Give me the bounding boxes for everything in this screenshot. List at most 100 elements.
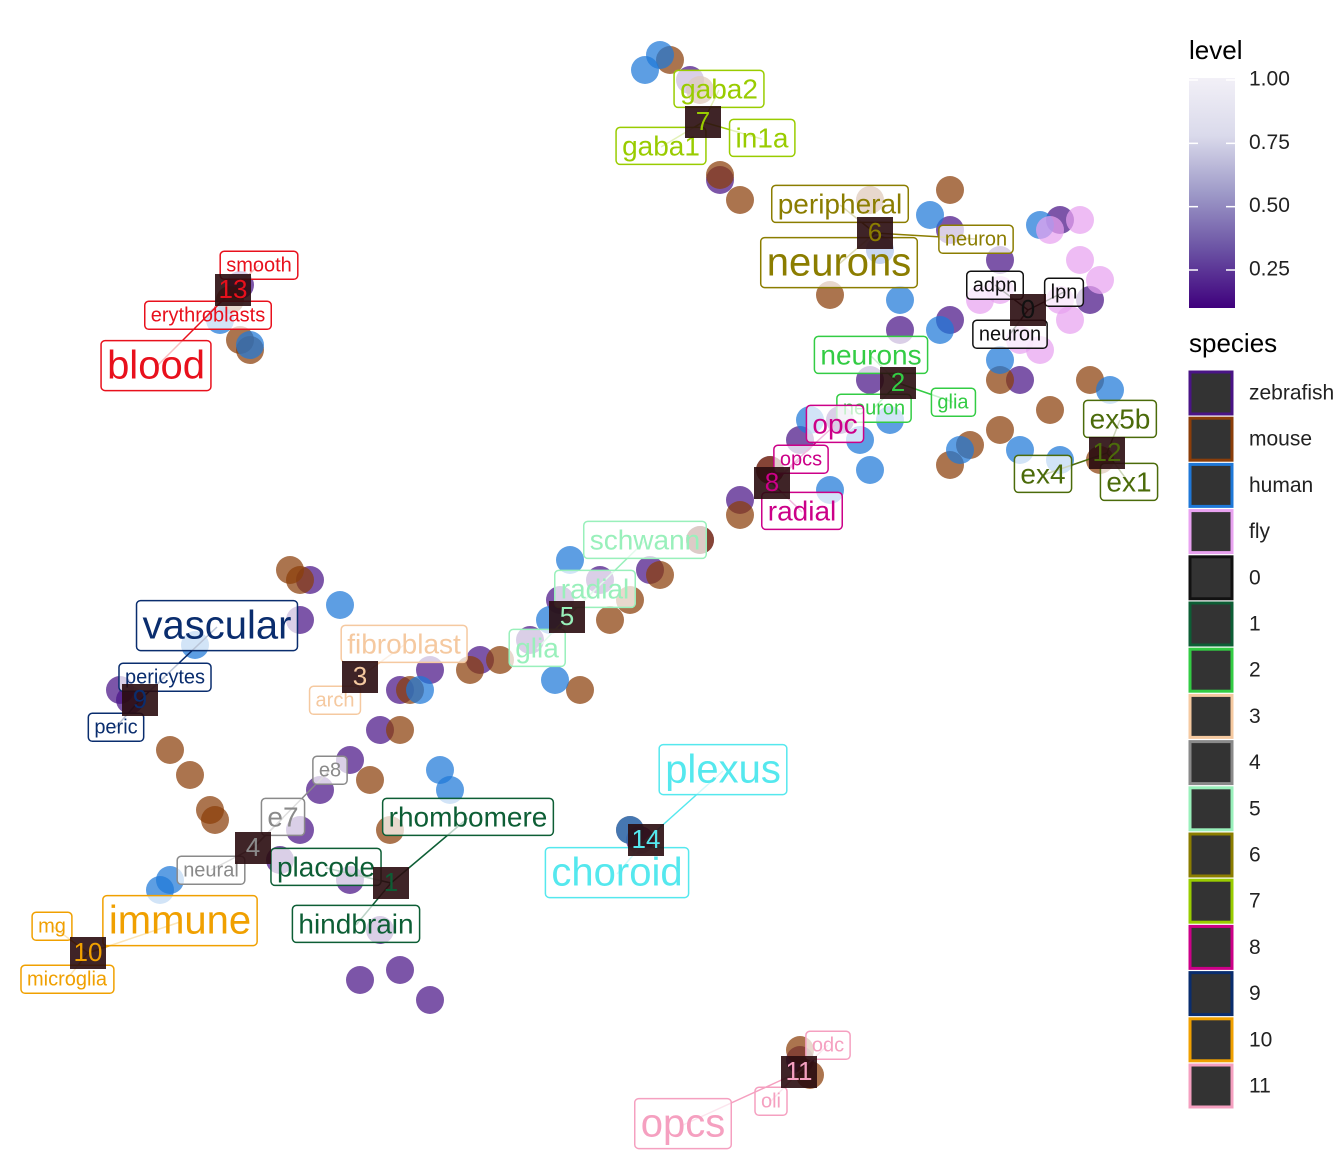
label-text: neurons <box>820 339 921 370</box>
label-text: hindbrain <box>298 908 413 939</box>
point <box>946 436 974 464</box>
cluster-number: 6 <box>868 217 882 247</box>
cluster-marker <box>781 1056 817 1088</box>
label-box <box>291 904 421 944</box>
label-text: lpn <box>1051 281 1078 303</box>
label-box <box>340 624 468 664</box>
label-box <box>508 628 566 668</box>
label-box <box>312 755 348 786</box>
point <box>236 331 264 359</box>
label-text: placode <box>277 851 375 882</box>
legend-label: fly <box>1249 520 1271 543</box>
label-box <box>938 224 1014 255</box>
label-text: immune <box>109 899 251 943</box>
legend-label: 5 <box>1249 797 1261 820</box>
point <box>201 806 229 834</box>
legend-label: 0 <box>1249 566 1261 589</box>
legend-key <box>1188 740 1234 786</box>
legend-label: 2 <box>1249 659 1261 682</box>
label-text: e7 <box>267 801 298 832</box>
label-text: opcs <box>780 448 822 470</box>
cluster-number: 12 <box>1093 437 1122 467</box>
legend-key <box>1188 971 1234 1017</box>
point <box>936 176 964 204</box>
point <box>386 956 414 984</box>
cluster-marker <box>549 601 585 633</box>
cluster-label: peripheral <box>770 184 910 224</box>
label-text: plexus <box>665 748 781 792</box>
point <box>631 56 659 84</box>
label-text: gaba2 <box>680 73 758 104</box>
label-text: neuron <box>945 228 1007 250</box>
cluster-label: e7 <box>260 797 306 837</box>
cluster-marker <box>215 274 251 306</box>
point <box>596 606 624 634</box>
cluster-label: odc <box>805 1030 851 1061</box>
point <box>986 346 1014 374</box>
label-box <box>930 387 977 418</box>
legend-label: human <box>1249 474 1313 497</box>
legend-label: 8 <box>1249 936 1261 959</box>
cluster-label: neural <box>176 855 246 886</box>
label-box <box>176 855 246 886</box>
cluster-label: gaba2 <box>673 69 765 109</box>
cluster-marker <box>857 217 893 249</box>
label-box <box>87 712 145 743</box>
legend-label: 11 <box>1249 1075 1271 1098</box>
cluster-label: ex4 <box>1013 454 1073 494</box>
point <box>1036 216 1064 244</box>
colorbar-tick-label: 0.50 <box>1249 194 1290 217</box>
cluster-label: rhombomere <box>381 797 555 837</box>
point <box>406 676 434 704</box>
cluster-label: hindbrain <box>291 904 421 944</box>
point <box>541 666 569 694</box>
legend-key <box>1188 786 1234 832</box>
legend-label: 3 <box>1249 705 1261 728</box>
label-box <box>1043 277 1085 308</box>
point <box>346 966 374 994</box>
label-box <box>634 1097 732 1150</box>
cluster-number: 3 <box>353 661 367 691</box>
legend-key <box>1188 1063 1234 1109</box>
point <box>386 716 414 744</box>
point <box>356 766 384 794</box>
cluster-label: placode <box>270 847 382 887</box>
legend-label: zebrafish <box>1249 382 1334 405</box>
cluster-marker <box>122 684 158 716</box>
point <box>366 716 394 744</box>
label-text: ex4 <box>1020 458 1065 489</box>
label-text: microglia <box>27 968 108 990</box>
cluster-label: glia <box>930 387 977 418</box>
cluster-label: arch <box>308 685 362 716</box>
cluster-label: smooth <box>219 250 299 281</box>
point <box>486 646 514 674</box>
label-box <box>728 118 796 158</box>
label-text: arch <box>316 689 355 711</box>
legend-key <box>1188 832 1234 878</box>
point <box>916 201 944 229</box>
label-text: ex1 <box>1106 466 1151 497</box>
label-box <box>770 184 910 224</box>
label-text: schwann <box>590 524 701 555</box>
label-text: blood <box>107 344 205 388</box>
point <box>276 556 304 584</box>
colorbar-tick-label: 1.00 <box>1249 68 1290 91</box>
legend-key <box>1188 693 1234 739</box>
point <box>886 286 914 314</box>
legend-key <box>1188 416 1234 462</box>
cluster-marker <box>342 661 378 693</box>
cluster-number: 1 <box>384 867 398 897</box>
cluster-label: vascular <box>135 599 299 652</box>
point <box>1066 206 1094 234</box>
colorbar-title: level <box>1189 35 1242 65</box>
point <box>326 591 354 619</box>
label-box <box>615 126 707 166</box>
legend-label: mouse <box>1249 428 1312 451</box>
point <box>566 676 594 704</box>
label-text: ex5b <box>1090 403 1151 434</box>
point <box>1036 396 1064 424</box>
cluster-marker <box>70 937 106 969</box>
legend-key <box>1188 462 1234 508</box>
label-text: choroid <box>551 851 682 895</box>
point <box>556 546 584 574</box>
